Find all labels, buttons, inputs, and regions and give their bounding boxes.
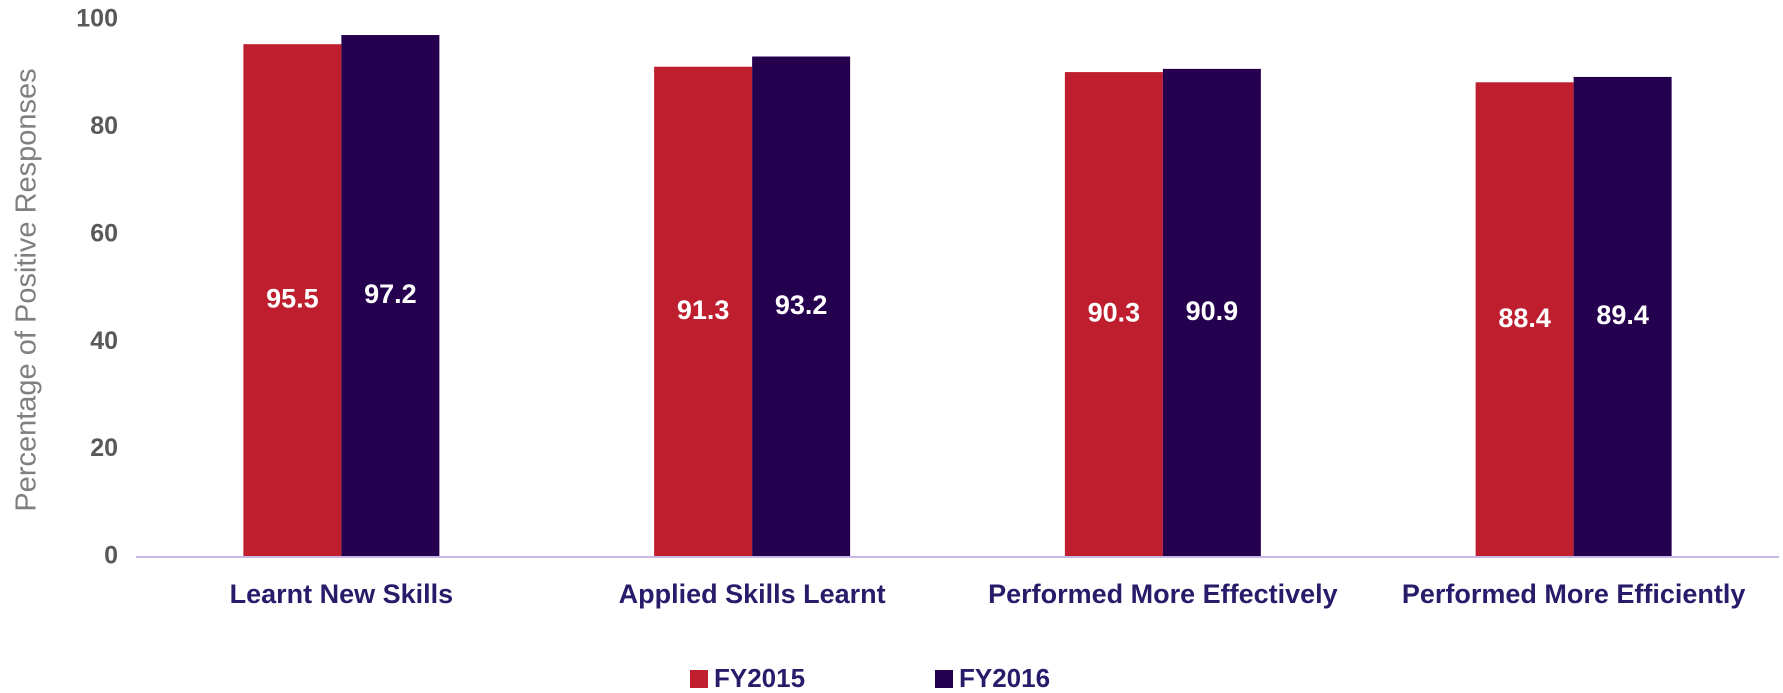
- legend-swatch: [935, 670, 953, 688]
- y-tick-label: 0: [104, 542, 118, 570]
- legend-label: FY2016: [959, 663, 1050, 693]
- legend-label: FY2015: [714, 663, 805, 693]
- bar: [243, 44, 342, 558]
- data-label: 90.3: [1088, 298, 1141, 328]
- bar: [1064, 72, 1163, 558]
- y-tick-label: 80: [90, 112, 118, 140]
- y-tick-label: 40: [90, 327, 118, 355]
- y-tick-label: 20: [90, 434, 118, 462]
- y-axis-label: Percentage of Positive Responses: [11, 68, 43, 511]
- bar: [1162, 68, 1261, 557]
- bar: [654, 66, 753, 558]
- bar: [1475, 82, 1574, 558]
- legend-swatch: [690, 670, 708, 688]
- x-tick-label: Performed More Efficiently: [1401, 579, 1746, 609]
- data-label: 95.5: [266, 284, 319, 314]
- bar: [1573, 76, 1672, 557]
- data-label: 97.2: [364, 279, 417, 309]
- data-label: 91.3: [677, 295, 730, 325]
- data-label: 88.4: [1498, 303, 1551, 333]
- x-tick-label: Learnt New Skills: [229, 579, 454, 609]
- y-tick-label: 60: [90, 219, 118, 247]
- bar: [341, 35, 440, 557]
- bar: [752, 56, 851, 558]
- x-tick-label: Performed More Effectively: [988, 579, 1338, 609]
- data-label: 89.4: [1596, 300, 1649, 330]
- y-tick-label: 100: [76, 5, 118, 33]
- x-tick-label: Applied Skills Learnt: [618, 579, 886, 609]
- data-label: 90.9: [1186, 296, 1239, 326]
- data-label: 93.2: [775, 290, 828, 320]
